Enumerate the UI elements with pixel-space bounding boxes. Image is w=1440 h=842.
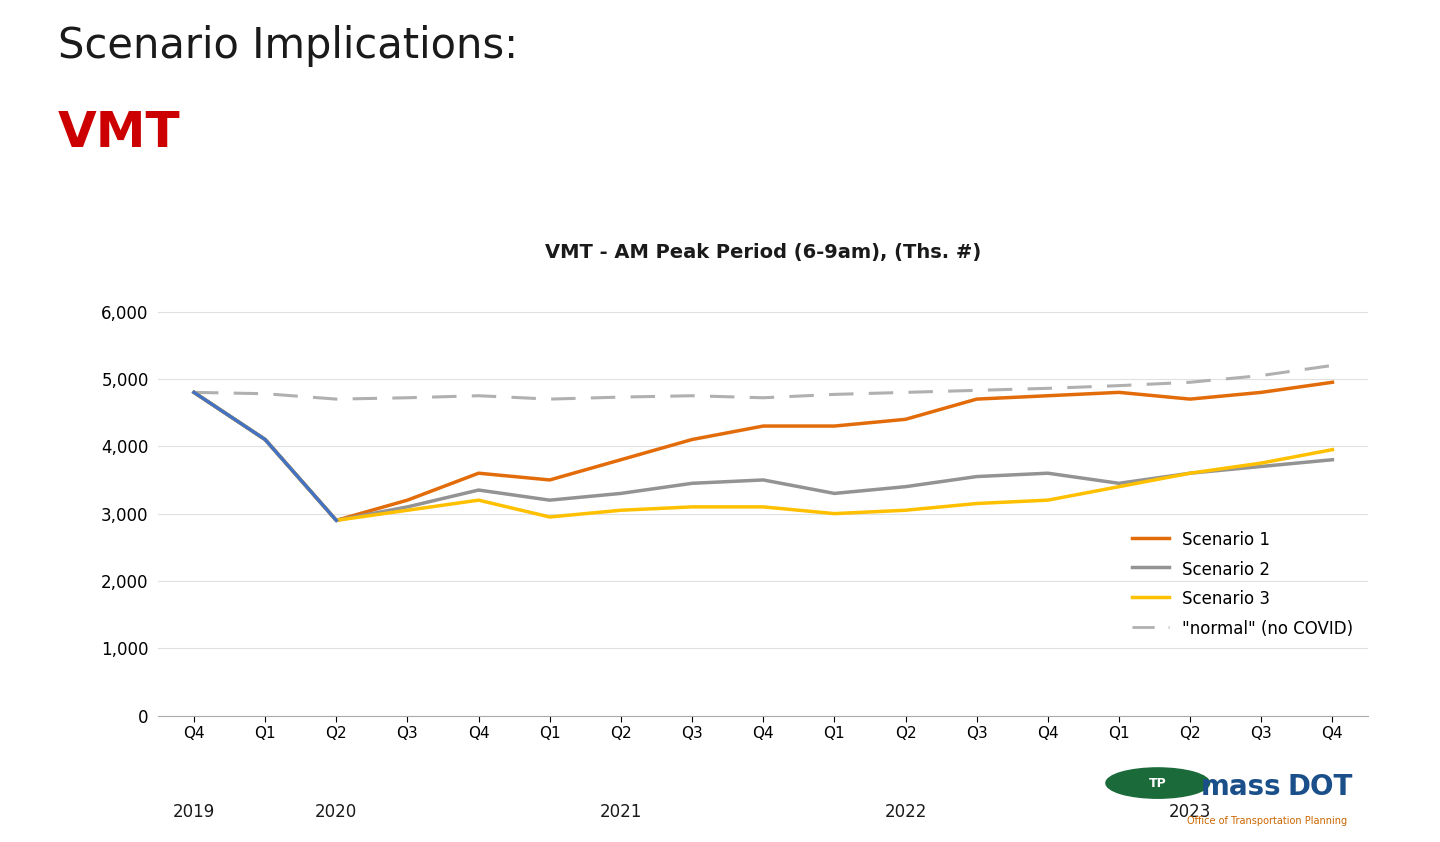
Scenario 1 <box>1253 387 1270 397</box>
"normal" (no COVID) <box>328 394 346 404</box>
"normal" (no COVID) <box>1323 360 1341 370</box>
Scenario 1 <box>1323 377 1341 387</box>
Scenario 1 <box>541 475 559 485</box>
Scenario 2 <box>1040 468 1057 478</box>
Scenario 3 <box>1253 458 1270 468</box>
Scenario 1 <box>328 515 346 525</box>
Scenario 2 <box>1253 461 1270 472</box>
"normal" (no COVID) <box>825 389 842 399</box>
Scenario 3 <box>1181 468 1198 478</box>
Scenario 3 <box>825 509 842 519</box>
Scenario 3 <box>469 495 487 505</box>
Scenario 2 <box>684 478 701 488</box>
"normal" (no COVID) <box>399 392 416 402</box>
Scenario 2 <box>328 515 346 525</box>
Scenario 2 <box>186 387 203 397</box>
Scenario 3 <box>186 387 203 397</box>
Scenario 1 <box>825 421 842 431</box>
Text: mass: mass <box>1201 773 1282 802</box>
Text: Office of Transportation Planning: Office of Transportation Planning <box>1187 816 1348 826</box>
Text: TP: TP <box>1149 776 1166 790</box>
Title: VMT - AM Peak Period (6-9am), (Ths. #): VMT - AM Peak Period (6-9am), (Ths. #) <box>546 243 981 263</box>
"normal" (no COVID) <box>186 387 203 397</box>
Scenario 1 <box>1181 394 1198 404</box>
Scenario 2 <box>541 495 559 505</box>
"normal" (no COVID) <box>541 394 559 404</box>
Line: Scenario 2: Scenario 2 <box>194 392 1332 520</box>
Text: 2021: 2021 <box>599 803 642 821</box>
Scenario 3 <box>897 505 914 515</box>
Text: DOT: DOT <box>1287 773 1352 802</box>
Scenario 1 <box>399 495 416 505</box>
Scenario 2 <box>469 485 487 495</box>
Scenario 3 <box>399 505 416 515</box>
Scenario 3 <box>612 505 629 515</box>
Scenario 2 <box>968 472 985 482</box>
Line: Scenario 3: Scenario 3 <box>194 392 1332 520</box>
Scenario 3 <box>755 502 772 512</box>
Scenario 3 <box>1110 482 1128 492</box>
Scenario 3 <box>328 515 346 525</box>
"normal" (no COVID) <box>612 392 629 402</box>
Line: "normal" (no COVID): "normal" (no COVID) <box>194 365 1332 399</box>
"normal" (no COVID) <box>1253 370 1270 381</box>
Scenario 2 <box>825 488 842 498</box>
Scenario 1 <box>897 414 914 424</box>
Scenario 2 <box>612 488 629 498</box>
Scenario 3 <box>968 498 985 509</box>
Text: 2020: 2020 <box>315 803 357 821</box>
Scenario 1 <box>1110 387 1128 397</box>
Line: Scenario 1: Scenario 1 <box>194 382 1332 520</box>
Scenario 2 <box>1110 478 1128 488</box>
Scenario 2 <box>399 502 416 512</box>
"normal" (no COVID) <box>968 386 985 396</box>
"normal" (no COVID) <box>469 391 487 401</box>
"normal" (no COVID) <box>1110 381 1128 391</box>
Scenario 2 <box>755 475 772 485</box>
Legend: Scenario 1, Scenario 2, Scenario 3, "normal" (no COVID): Scenario 1, Scenario 2, Scenario 3, "nor… <box>1125 524 1359 645</box>
Text: 2022: 2022 <box>884 803 927 821</box>
Scenario 1 <box>469 468 487 478</box>
Text: VMT: VMT <box>58 109 180 157</box>
"normal" (no COVID) <box>1181 377 1198 387</box>
"normal" (no COVID) <box>755 392 772 402</box>
Text: Scenario Implications:: Scenario Implications: <box>58 25 518 67</box>
Scenario 1 <box>968 394 985 404</box>
Text: 2019: 2019 <box>173 803 215 821</box>
"normal" (no COVID) <box>256 389 274 399</box>
Scenario 3 <box>1323 445 1341 455</box>
Scenario 2 <box>897 482 914 492</box>
"normal" (no COVID) <box>1040 383 1057 393</box>
Scenario 1 <box>755 421 772 431</box>
"normal" (no COVID) <box>897 387 914 397</box>
Scenario 2 <box>256 434 274 445</box>
Scenario 2 <box>1323 455 1341 465</box>
"normal" (no COVID) <box>684 391 701 401</box>
Scenario 3 <box>256 434 274 445</box>
Scenario 1 <box>1040 391 1057 401</box>
Scenario 3 <box>1040 495 1057 505</box>
Circle shape <box>1106 768 1210 798</box>
Scenario 1 <box>256 434 274 445</box>
Text: 2023: 2023 <box>1169 803 1211 821</box>
Scenario 3 <box>684 502 701 512</box>
Scenario 3 <box>541 512 559 522</box>
Scenario 2 <box>1181 468 1198 478</box>
Scenario 1 <box>684 434 701 445</box>
Scenario 1 <box>186 387 203 397</box>
Scenario 1 <box>612 455 629 465</box>
